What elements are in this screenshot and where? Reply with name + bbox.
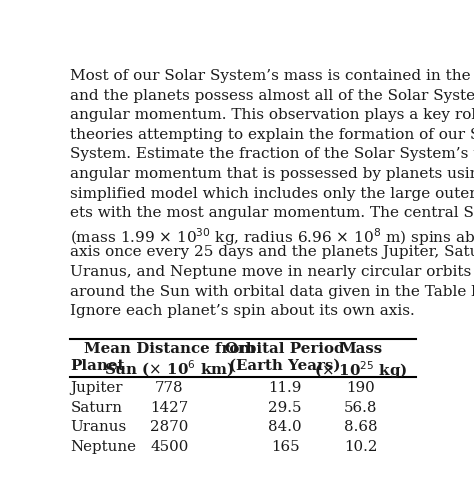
Text: Jupiter: Jupiter <box>70 381 123 395</box>
Text: ets with the most angular momentum. The central Sun: ets with the most angular momentum. The … <box>70 206 474 220</box>
Text: angular momentum that is possessed by planets using a: angular momentum that is possessed by pl… <box>70 167 474 181</box>
Text: Orbital Period: Orbital Period <box>226 342 345 356</box>
Text: theories attempting to explain the formation of our Solar: theories attempting to explain the forma… <box>70 128 474 142</box>
Text: around the Sun with orbital data given in the Table below.: around the Sun with orbital data given i… <box>70 285 474 298</box>
Text: 29.5: 29.5 <box>268 401 302 415</box>
Text: 190: 190 <box>346 381 375 395</box>
Text: simplified model which includes only the large outer plan-: simplified model which includes only the… <box>70 186 474 201</box>
Text: angular momentum. This observation plays a key role in: angular momentum. This observation plays… <box>70 108 474 122</box>
Text: axis once every 25 days and the planets Jupiter, Saturn,: axis once every 25 days and the planets … <box>70 245 474 260</box>
Text: Saturn: Saturn <box>70 401 122 415</box>
Text: 4500: 4500 <box>150 440 189 454</box>
Text: System. Estimate the fraction of the Solar System’s total: System. Estimate the fraction of the Sol… <box>70 147 474 161</box>
Text: 56.8: 56.8 <box>344 401 377 415</box>
Text: Neptune: Neptune <box>70 440 136 454</box>
Text: 778: 778 <box>155 381 184 395</box>
Text: Planet: Planet <box>70 359 125 373</box>
Text: Sun ($\times$ 10$^{6}$ km): Sun ($\times$ 10$^{6}$ km) <box>104 359 235 380</box>
Text: ($\times$ 10$^{25}$ kg): ($\times$ 10$^{25}$ kg) <box>314 359 407 381</box>
Text: 2870: 2870 <box>150 420 189 434</box>
Text: (mass 1.99 $\times$ 10$^{30}$ kg, radius 6.96 $\times$ 10$^{8}$ m) spins about i: (mass 1.99 $\times$ 10$^{30}$ kg, radius… <box>70 226 474 247</box>
Text: 11.9: 11.9 <box>268 381 302 395</box>
Text: Most of our Solar System’s mass is contained in the Sun,: Most of our Solar System’s mass is conta… <box>70 69 474 83</box>
Text: Uranus: Uranus <box>70 420 127 434</box>
Text: 10.2: 10.2 <box>344 440 377 454</box>
Text: Ignore each planet’s spin about its own axis.: Ignore each planet’s spin about its own … <box>70 304 415 318</box>
Text: 8.68: 8.68 <box>344 420 377 434</box>
Text: 165: 165 <box>271 440 300 454</box>
Text: 1427: 1427 <box>150 401 189 415</box>
Text: (Earth Years): (Earth Years) <box>229 359 341 373</box>
Text: and the planets possess almost all of the Solar System’s: and the planets possess almost all of th… <box>70 89 474 103</box>
Text: Mass: Mass <box>339 342 382 356</box>
Text: Mean Distance from: Mean Distance from <box>84 342 255 356</box>
Text: 84.0: 84.0 <box>268 420 302 434</box>
Text: Uranus, and Neptune move in nearly circular orbits: Uranus, and Neptune move in nearly circu… <box>70 265 472 279</box>
